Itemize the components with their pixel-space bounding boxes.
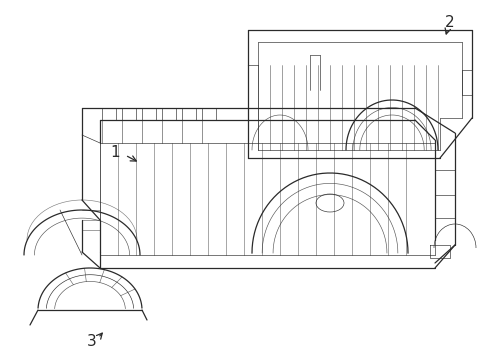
Text: 1: 1 bbox=[110, 144, 120, 159]
Text: 2: 2 bbox=[445, 14, 455, 30]
Text: 3: 3 bbox=[87, 334, 97, 350]
